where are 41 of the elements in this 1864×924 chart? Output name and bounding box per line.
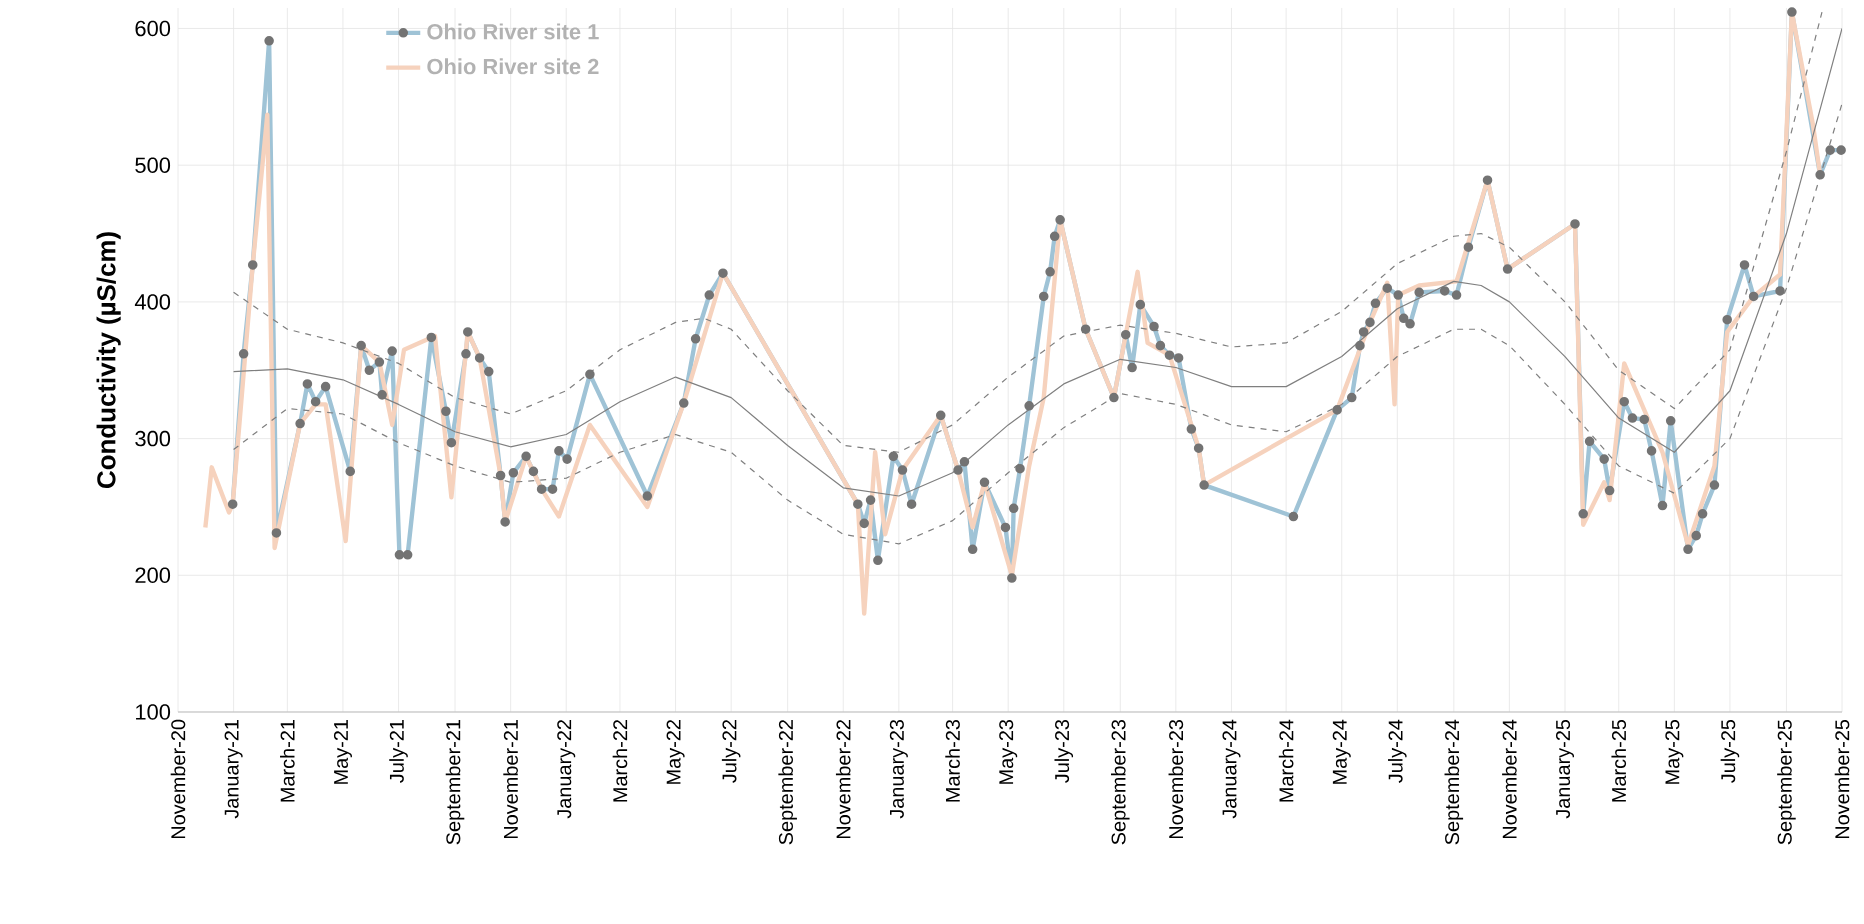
x-tick-label: September-24 xyxy=(1444,719,1464,845)
x-tick-label: November-24 xyxy=(1502,719,1517,839)
x-tick-label: July-24 xyxy=(1388,719,1407,783)
x-tick-label: September-23 xyxy=(1110,719,1130,845)
x-tick-label: July-22 xyxy=(721,720,741,783)
y-axis-title: Conductivity (µS/cm) xyxy=(96,232,121,488)
y-tick-label: 100 xyxy=(136,704,171,720)
x-tick-label: September-22 xyxy=(778,720,797,845)
x-tick-label: November-23 xyxy=(1168,719,1184,839)
y-tick-label: 500 xyxy=(135,157,171,173)
x-tick-label: March-23 xyxy=(945,719,960,802)
x-tick-label: November-21 xyxy=(503,720,518,839)
line-series xyxy=(232,103,1843,545)
x-tick-label: May-21 xyxy=(333,720,352,784)
x-tick-label: May-22 xyxy=(666,720,685,784)
x-tick-label: September-21 xyxy=(445,720,465,845)
x-tick-label: July-21 xyxy=(389,720,408,783)
x-tick-label: July-25 xyxy=(1720,719,1740,783)
x-tick-label: March-22 xyxy=(612,720,628,802)
x-tick-label: May-24 xyxy=(1332,719,1351,784)
x-tick-label: March-25 xyxy=(1611,719,1627,802)
x-tick-label: January-23 xyxy=(889,719,908,819)
x-tick-label: January-21 xyxy=(224,720,243,819)
legend-label: Ohio River site 2 xyxy=(427,58,599,75)
x-tick-label: March-21 xyxy=(280,720,295,802)
x-tick-label: May-25 xyxy=(1665,719,1684,784)
y-tick-label: 300 xyxy=(135,430,171,447)
legend-label: Ohio River site 1 xyxy=(427,23,599,40)
x-tick-label: January-22 xyxy=(557,720,576,819)
x-tick-label: May-23 xyxy=(999,719,1018,784)
x-tick-label: January-25 xyxy=(1555,719,1574,819)
y-tick-label: 600 xyxy=(135,20,171,37)
x-tick-label: March-24 xyxy=(1278,719,1294,802)
x-tick-label: November-25 xyxy=(1834,719,1850,839)
x-tick-label: November-20 xyxy=(170,719,186,839)
y-tick-label: 400 xyxy=(134,294,171,310)
y-tick-label: 200 xyxy=(135,567,171,584)
x-tick-label: September-25 xyxy=(1777,719,1796,845)
x-tick-label: July-23 xyxy=(1054,719,1074,783)
x-tick-label: November-22 xyxy=(835,720,851,839)
x-tick-label: January-24 xyxy=(1222,719,1241,819)
